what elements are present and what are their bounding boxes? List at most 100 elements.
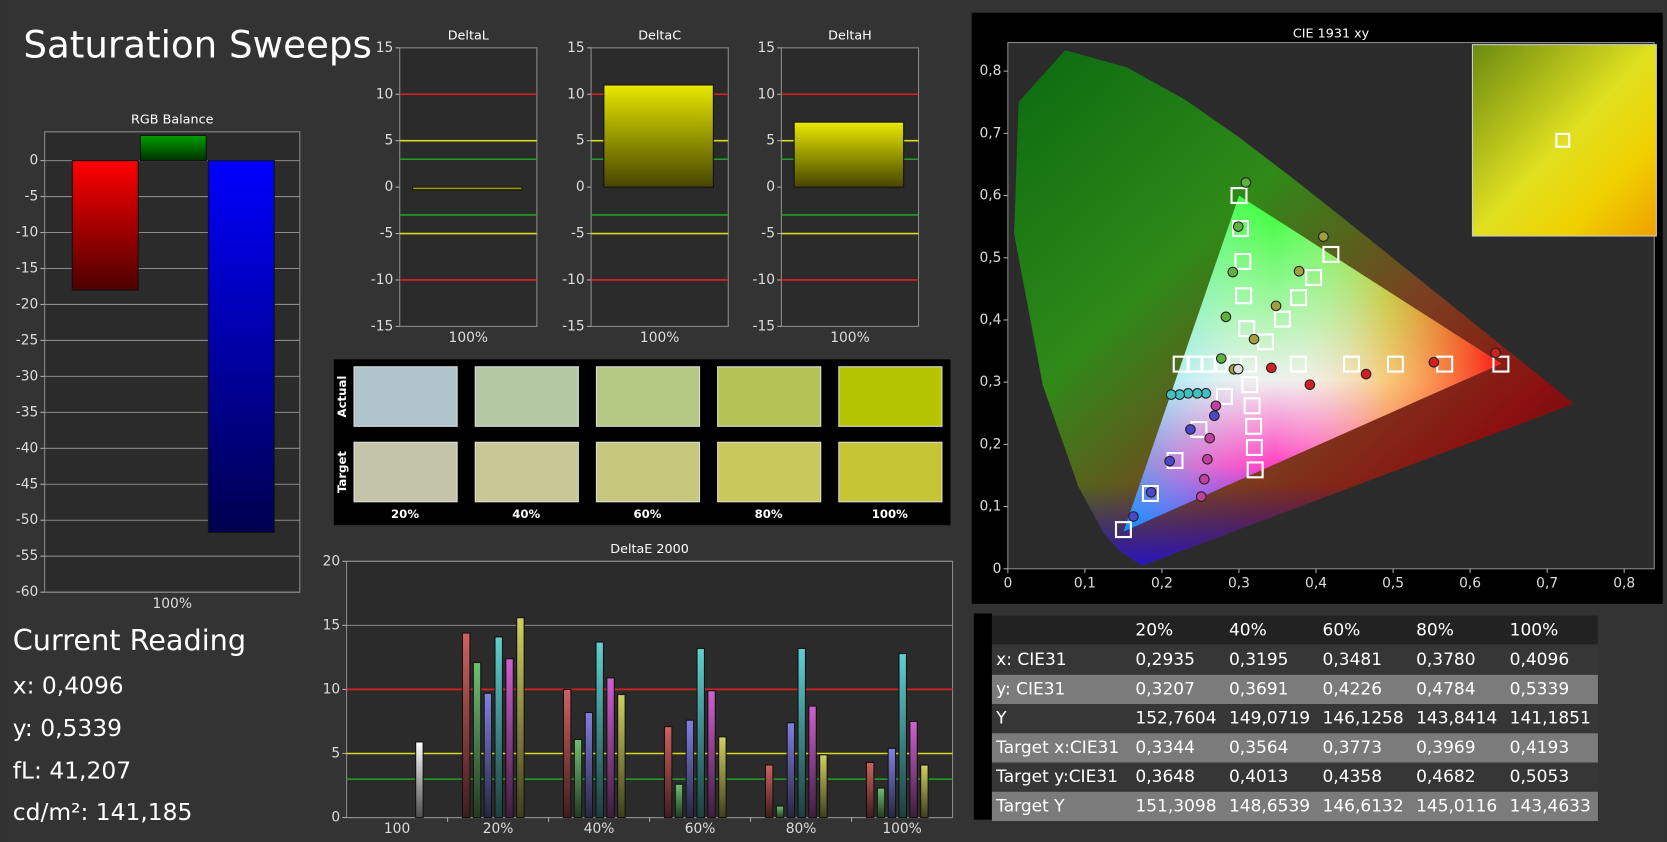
bar xyxy=(483,692,493,819)
bar xyxy=(920,764,929,819)
table-cell: 0,3344 xyxy=(1135,738,1194,758)
y-tick-label: 10 xyxy=(567,86,585,102)
y-tick-label: 0,3 xyxy=(980,374,1002,390)
y-tick-label: 5 xyxy=(331,745,340,761)
bar xyxy=(472,662,482,819)
y-tick-label: 5 xyxy=(385,133,394,149)
x-tick-label: 0,4 xyxy=(1305,576,1327,592)
chart-title: RGB Balance xyxy=(131,113,214,128)
color-swatch xyxy=(838,441,943,503)
table-cell: 152,7604 xyxy=(1135,709,1216,729)
y-tick-label: 0,2 xyxy=(980,436,1002,452)
measured-point xyxy=(1209,410,1220,422)
x-tick-label: 40% xyxy=(584,821,615,837)
x-tick-label: 0,8 xyxy=(1613,576,1635,592)
table-cell: 0,5053 xyxy=(1510,767,1569,787)
y-tick-label: -15 xyxy=(16,260,39,276)
y-tick-label: 10 xyxy=(757,86,775,102)
y-tick-label: 0 xyxy=(385,179,394,195)
y-tick-label: 10 xyxy=(376,86,394,102)
current-reading-line: y: 0,5339 xyxy=(13,714,122,742)
y-tick-label: 15 xyxy=(567,40,585,56)
table-cell: 0,3195 xyxy=(1229,650,1288,670)
target-point xyxy=(1245,438,1263,456)
bar xyxy=(685,719,695,819)
current-reading-title: Current Reading xyxy=(13,623,246,657)
table-cell: 143,8414 xyxy=(1416,709,1497,729)
y-tick-label: -15 xyxy=(752,318,775,334)
y-tick-label: -5 xyxy=(24,189,38,205)
target-point xyxy=(1305,269,1323,287)
table-cell: 0,3648 xyxy=(1135,767,1194,787)
y-tick-label: 0,6 xyxy=(980,188,1002,204)
y-tick-label: -45 xyxy=(16,476,39,492)
table-row xyxy=(991,645,1598,675)
chart-title: DeltaL xyxy=(448,29,490,44)
measured-point xyxy=(1204,432,1216,444)
table-cell: 146,1258 xyxy=(1323,709,1404,729)
target-point xyxy=(1240,355,1258,373)
x-tick-label: 20% xyxy=(483,821,514,837)
bar xyxy=(411,186,523,191)
bar xyxy=(797,647,806,819)
y-tick-label: -15 xyxy=(562,318,585,334)
y-tick-label: 20 xyxy=(323,553,341,569)
measured-point xyxy=(1304,379,1316,390)
bar xyxy=(663,726,673,819)
y-tick-label: -30 xyxy=(16,368,39,384)
measured-point xyxy=(1270,300,1282,312)
y-tick-label: 15 xyxy=(323,617,341,633)
measured-point xyxy=(1490,347,1501,359)
table-cell: 0,3780 xyxy=(1416,650,1475,670)
y-tick-label: -20 xyxy=(16,296,39,312)
target-point xyxy=(1114,521,1132,539)
target-point xyxy=(1235,287,1253,305)
bar xyxy=(718,736,727,819)
swatch-column-label: 40% xyxy=(512,507,540,521)
x-tick-label: 60% xyxy=(685,821,716,837)
table-row xyxy=(991,791,1598,822)
table-cell: 145,0116 xyxy=(1416,796,1497,816)
bar xyxy=(786,722,796,819)
swatch-row-label: Target xyxy=(335,451,349,493)
table-row xyxy=(991,733,1598,763)
measured-point xyxy=(1318,231,1329,242)
table-cell: 0,2935 xyxy=(1135,650,1194,670)
target-point xyxy=(1386,355,1404,373)
x-tick-label: 0,5 xyxy=(1382,576,1404,592)
y-tick-label: -10 xyxy=(562,272,585,288)
measured-point xyxy=(1293,265,1305,277)
y-tick-label: -10 xyxy=(16,225,39,241)
x-tick-label: 0,1 xyxy=(1074,576,1096,592)
x-tick-label: 100 xyxy=(384,821,410,837)
table-header-cell: 40% xyxy=(1229,620,1267,640)
bar xyxy=(617,694,626,819)
table-cell: 148,6539 xyxy=(1229,796,1310,816)
measured-point xyxy=(1240,177,1252,188)
measured-point xyxy=(1145,486,1157,498)
measured-point xyxy=(1192,388,1203,399)
target-point xyxy=(1230,187,1248,205)
table-row-label: Target Y xyxy=(995,796,1065,816)
gamut-triangle-tint xyxy=(1123,195,1502,532)
bar xyxy=(573,738,583,819)
y-tick-label: -10 xyxy=(752,272,775,288)
color-swatch xyxy=(474,441,579,503)
table-cell: 0,3969 xyxy=(1416,738,1475,758)
y-tick-label: -35 xyxy=(16,404,39,420)
measured-point xyxy=(1428,356,1440,368)
target-point xyxy=(1172,355,1190,373)
bar xyxy=(505,658,514,819)
measured-point xyxy=(1210,400,1222,412)
table-row-label: y: CIE31 xyxy=(996,679,1065,699)
y-tick-label: -25 xyxy=(16,332,39,348)
current-reading-line: fL: 41,207 xyxy=(13,756,131,784)
y-tick-label: 0 xyxy=(29,153,38,169)
table-row-label: Target x:CIE31 xyxy=(995,738,1119,758)
x-tick-label: 0,3 xyxy=(1228,576,1250,592)
table-cell: 0,3481 xyxy=(1323,650,1382,670)
y-tick-label: 0 xyxy=(576,179,585,195)
measured-point xyxy=(1165,389,1177,400)
measured-point xyxy=(1164,455,1175,467)
bar xyxy=(494,636,503,819)
